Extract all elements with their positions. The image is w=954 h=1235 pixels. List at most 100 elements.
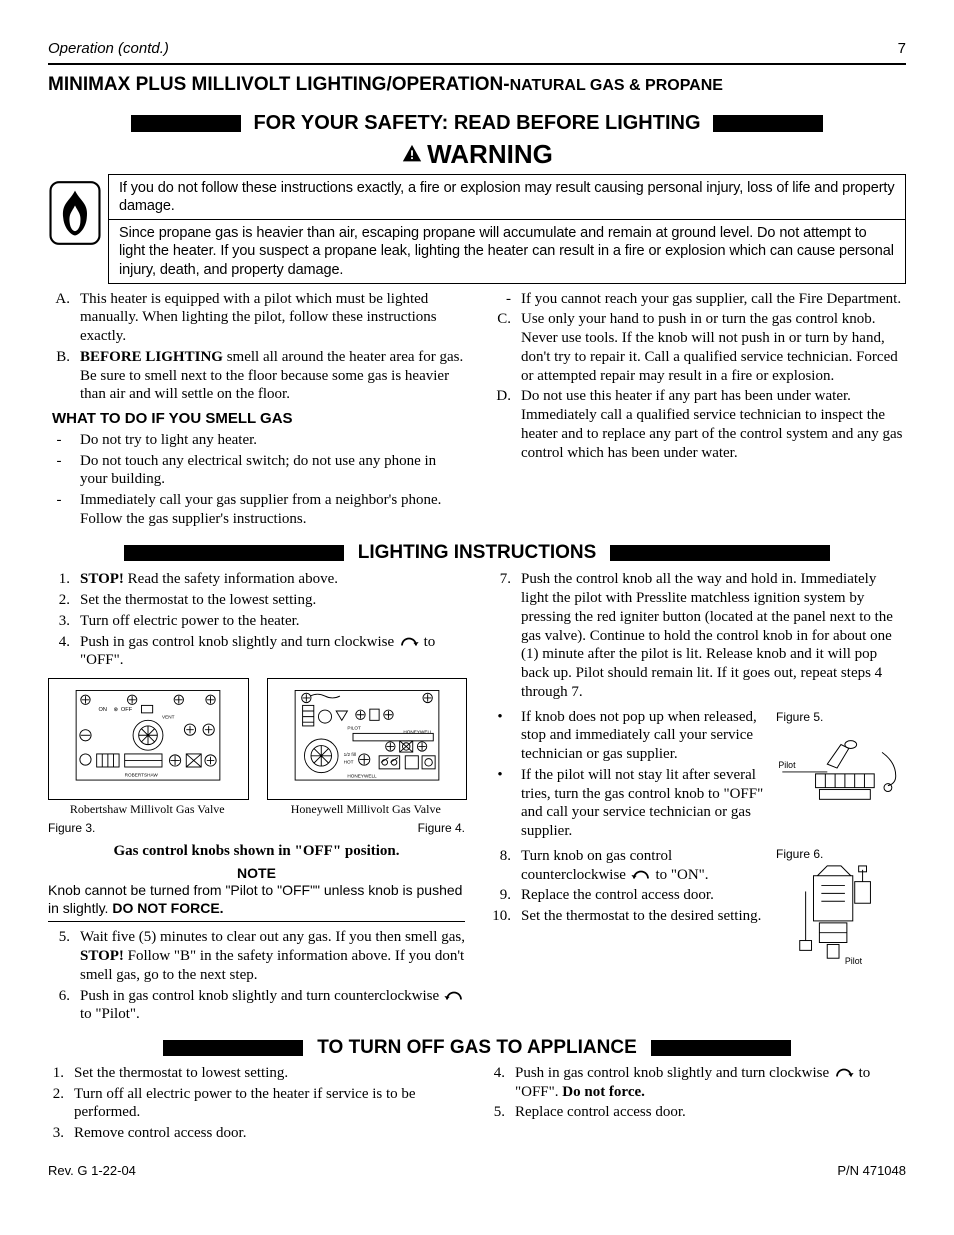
svg-text:HOT: HOT [343,759,353,764]
item-text: Wait five (5) minutes to clear out any g… [80,928,465,984]
valve-right: PILOT HONEYWELL 1/2 fill HOT [267,678,466,817]
marker: 6. [48,987,70,1025]
item-text: STOP! Read the safety information above. [80,570,338,589]
figure-5-wrap: Figure 5. Pilot [776,710,906,815]
list-item: 1. Set the thermostat to lowest setting. [48,1064,465,1083]
pre: Push in gas control knob slightly and tu… [80,634,398,650]
item-text: Push in gas control knob slightly and tu… [80,633,465,671]
svg-text:ON: ON [99,707,107,713]
marker: 9. [489,886,511,905]
figure-5: Pilot [776,725,904,815]
abc-list-right: -If you cannot reach your gas supplier, … [489,290,906,463]
list-item: •If the pilot will not stay lit after se… [489,766,766,841]
pilot-burner-icon: Pilot [776,862,904,970]
item-text: Set the thermostat to the desired settin… [521,907,761,926]
fig4-label: Figure 4. [418,821,465,836]
robertshaw-valve-icon: ON ⊗ OFF VENT [68,683,228,795]
list-item: -Do not try to light any heater. [48,431,465,450]
header-rule [48,63,906,65]
list-item: 1.STOP! Read the safety information abov… [48,570,465,589]
item-text: Do not touch any electrical switch; do n… [80,452,465,490]
pilot-assembly-icon: Pilot [776,725,904,813]
counterclockwise-arrow-icon [443,989,465,1003]
light-right-list: 7.Push the control knob all the way and … [489,570,906,701]
svg-text:⊗: ⊗ [114,707,119,713]
marker: 4. [48,633,70,671]
list-item: 6. Push in gas control knob slightly and … [48,987,465,1025]
marker: C. [489,310,511,385]
note-head: NOTE [48,865,465,883]
safety-banner: FOR YOUR SAFETY: READ BEFORE LIGHTING [48,111,906,136]
item-text: BEFORE LIGHTING smell all around the hea… [80,348,465,404]
fig5-label: Figure 5. [776,710,906,725]
bar [651,1040,791,1056]
list-item: •If knob does not pop up when released, … [489,708,766,764]
turnoff-right-list: 4.Push in gas control knob slightly and … [489,1064,906,1122]
marker: 7. [489,570,511,701]
list-item: 5.Replace control access door. [489,1103,906,1122]
list-item: 3.Turn off electric power to the heater. [48,612,465,631]
footer-left: Rev. G 1-22-04 [48,1163,136,1179]
fig3-label: Figure 3. [48,821,95,836]
turnoff-section: 1.Set the thermostat to lowest setting. … [48,1064,906,1145]
bold-prefix: BEFORE LIGHTING [80,349,223,365]
bar [610,545,830,561]
lighting-right: 7.Push the control knob all the way and … [489,570,906,1026]
bar [124,545,344,561]
list-item: 2.Set the thermostat to the lowest setti… [48,591,465,610]
pre: Wait five (5) minutes to clear out any g… [80,929,465,945]
warning-cell-1: If you do not follow these instructions … [108,174,906,220]
list-item: -If you cannot reach your gas supplier, … [489,290,906,309]
list-item: 8.Turn knob on gas control counterclockw… [489,847,766,885]
svg-text:HONEYWELL: HONEYWELL [347,773,377,778]
list-item: B.BEFORE LIGHTING smell all around the h… [48,348,465,404]
list-item: 4. Push in gas control knob slightly and … [48,633,465,671]
lighting-left: 1.STOP! Read the safety information abov… [48,570,465,1026]
dash-marker: - [48,491,70,529]
bullet-marker: • [489,766,511,841]
valve-row: ON ⊗ OFF VENT [48,678,465,817]
lighting-head: LIGHTING INSTRUCTIONS [358,541,597,565]
item-text: Replace the control access door. [521,886,714,905]
marker: 2. [48,1085,64,1123]
list-item: C.Use only your hand to push in or turn … [489,310,906,385]
lighting-banner: LIGHTING INSTRUCTIONS [48,541,906,565]
clockwise-arrow-icon [398,635,420,649]
light-left-list: 1.STOP! Read the safety information abov… [48,570,465,670]
list-item: 10.Set the thermostat to the desired set… [489,907,766,926]
note-bold: DO NOT FORCE. [112,900,223,916]
turnoff-banner: TO TURN OFF GAS TO APPLIANCE [48,1036,906,1060]
abc-left-col: A.This heater is equipped with a pilot w… [48,290,465,531]
marker: 3. [48,1124,64,1143]
dash-marker: - [48,452,70,490]
fire-icon [48,180,102,246]
warning-triangle-icon [401,143,423,165]
marker: 5. [48,928,70,984]
fig6-label: Figure 6. [776,847,906,862]
item-text: This heater is equipped with a pilot whi… [80,290,465,346]
list-item: 3.Remove control access door. [48,1124,465,1143]
bullet-marker: • [489,708,511,764]
pre: Push in gas control knob slightly and tu… [515,1065,833,1081]
valve-caption-right: Honeywell Millivolt Gas Valve [267,802,466,817]
item-text: Turn off electric power to the heater. [80,612,300,631]
page-header: Operation (contd.) 7 [48,40,906,59]
list-item: 5. Wait five (5) minutes to clear out any… [48,928,465,984]
light-left-list-2: 5. Wait five (5) minutes to clear out any… [48,928,465,1024]
pre: Push in gas control knob slightly and tu… [80,988,443,1004]
bold: Do not force. [562,1084,645,1100]
list-item: 2.Turn off all electric power to the hea… [48,1085,465,1123]
knob-off-note: Gas control knobs shown in "OFF" positio… [48,842,465,861]
marker: 8. [489,847,511,885]
turnoff-right: 4.Push in gas control knob slightly and … [489,1064,906,1145]
svg-text:VENT: VENT [162,715,175,720]
list-item: 7.Push the control knob all the way and … [489,570,906,701]
item-text: Do not try to light any heater. [80,431,257,450]
lighting-section: 1.STOP! Read the safety information abov… [48,570,906,1026]
item-text: Set the thermostat to lowest setting. [74,1064,288,1083]
banner-bar-left [131,115,241,132]
svg-text:Pilot: Pilot [845,956,863,966]
smell-list: -Do not try to light any heater. -Do not… [48,431,465,529]
marker: 1. [48,1064,64,1083]
item-text: Do not use this heater if any part has b… [521,387,906,462]
